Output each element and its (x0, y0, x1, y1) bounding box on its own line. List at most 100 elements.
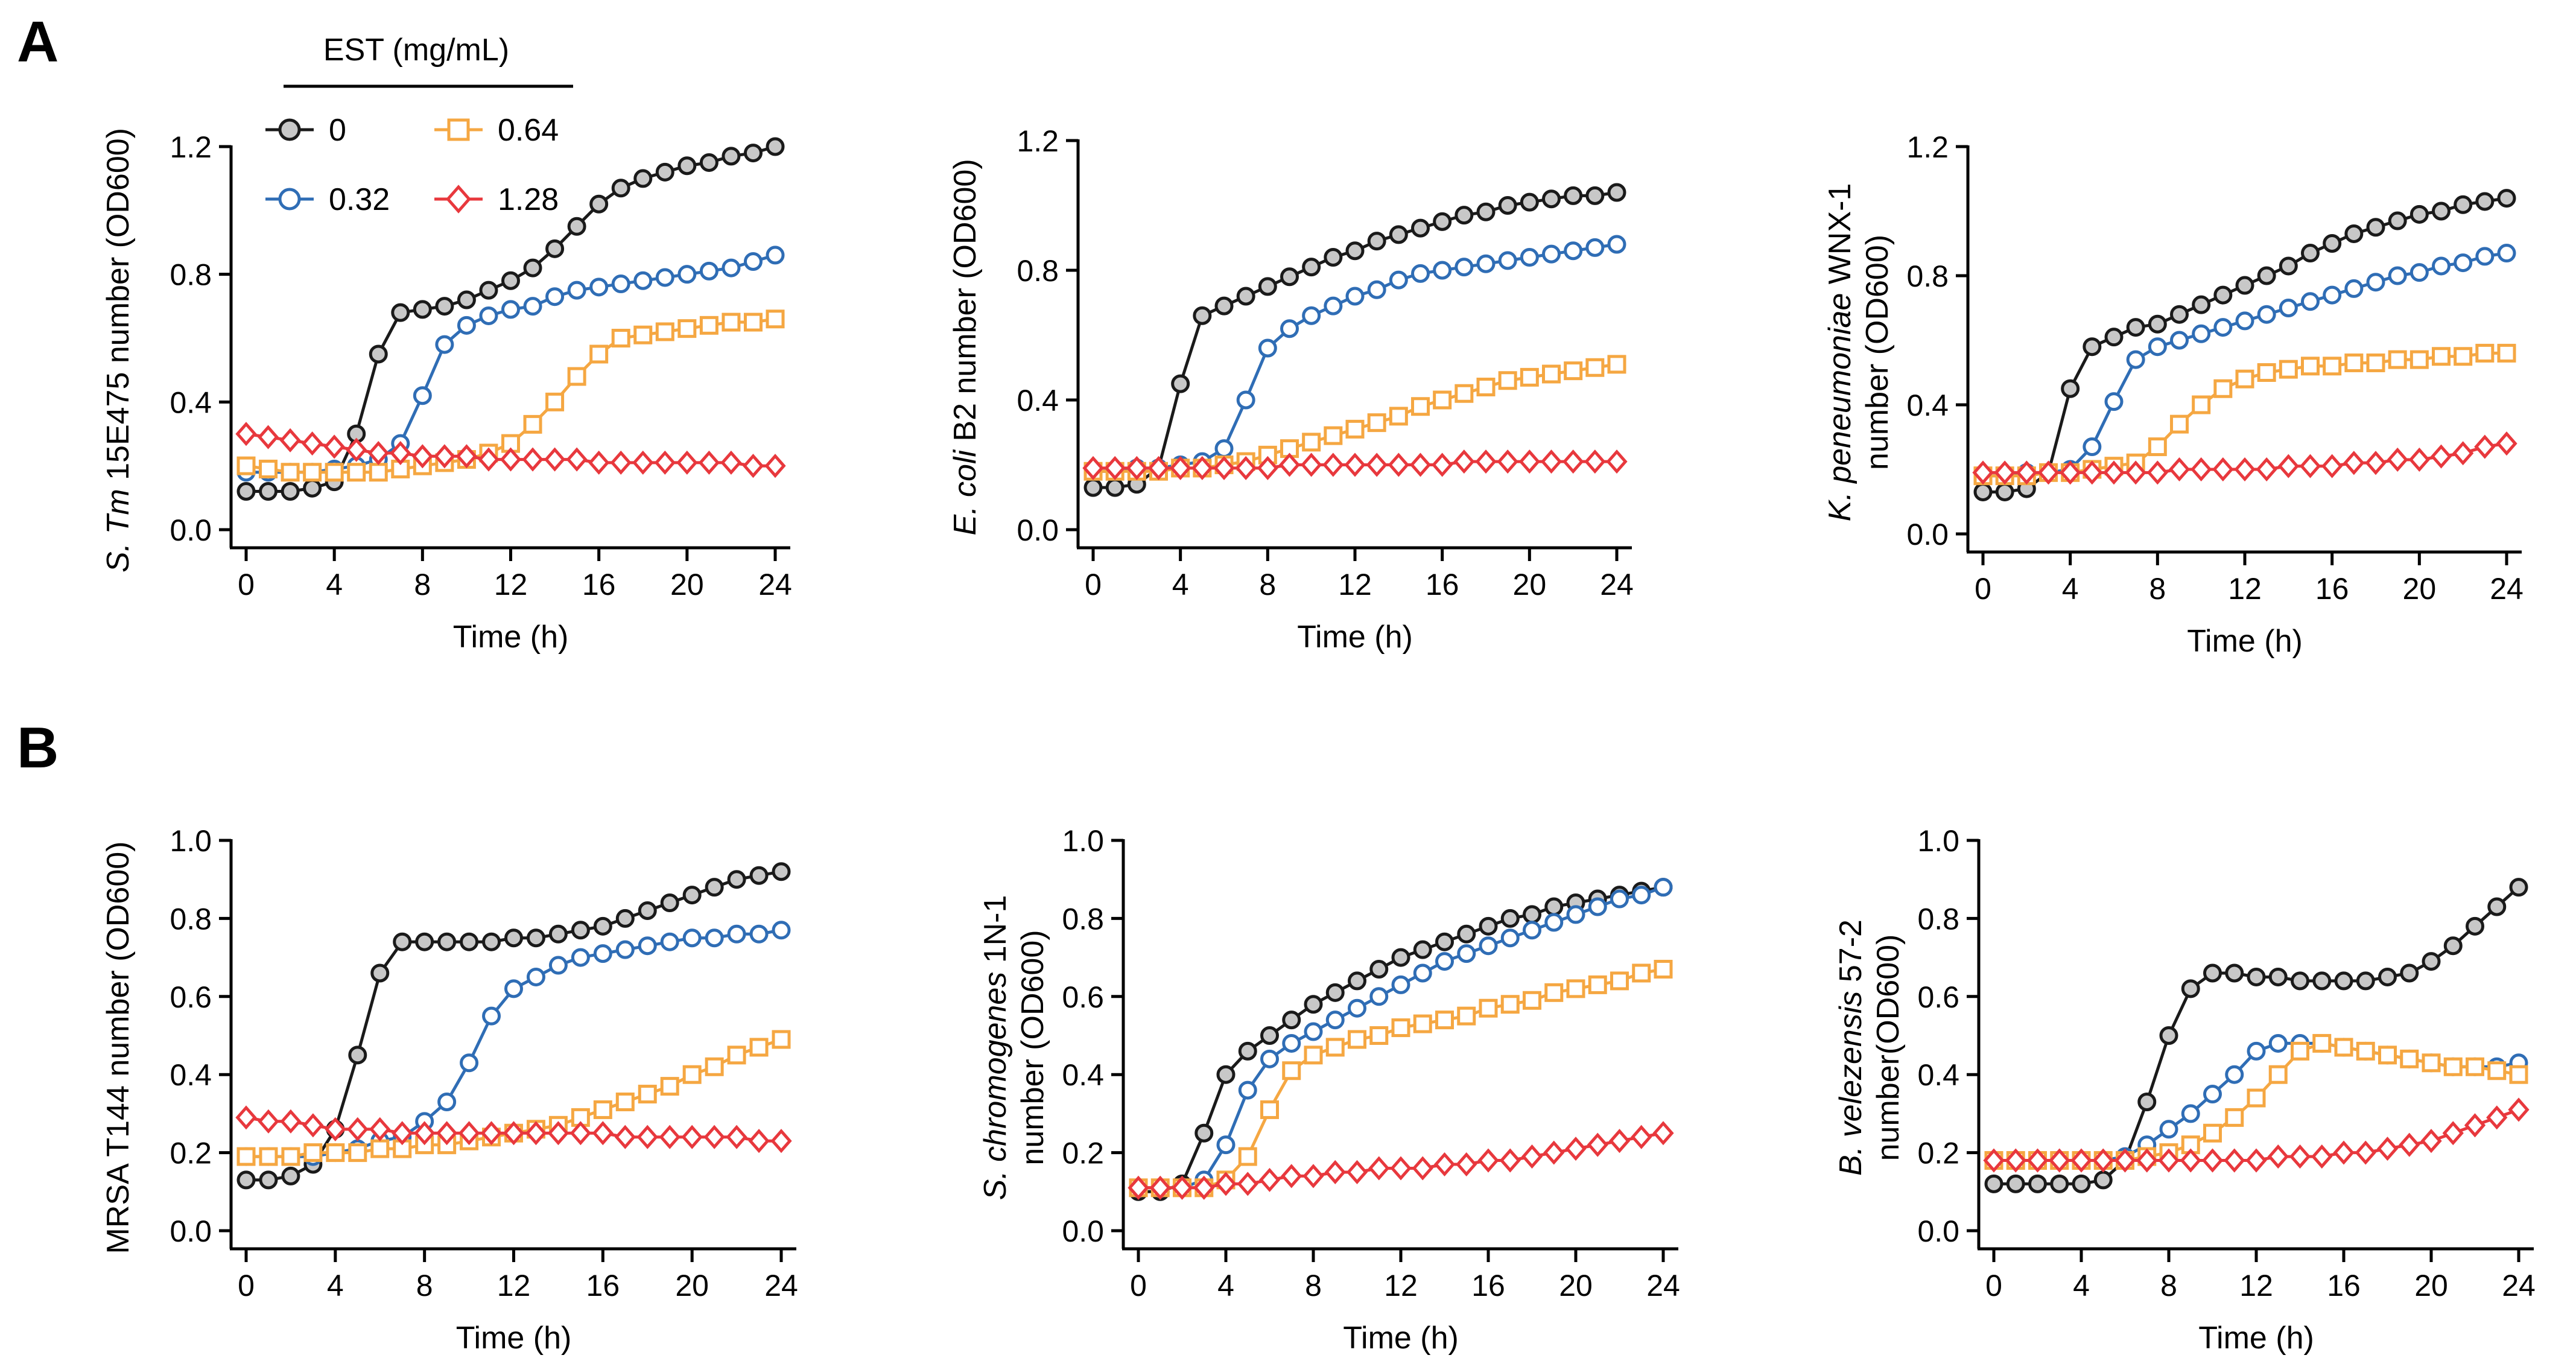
data-point-0 (2356, 971, 2375, 991)
data-point-0 (2006, 1174, 2025, 1193)
axes (219, 839, 796, 1262)
data-point-0.64 (1455, 384, 1474, 403)
y-tick-label: 0.8 (170, 258, 212, 292)
series-1.28 (1128, 1121, 1674, 1200)
x-axis-title: Time (h) (453, 620, 569, 655)
data-point-1.28 (2005, 1148, 2026, 1173)
data-point-0 (1304, 995, 1323, 1014)
data-point-1.28 (1540, 449, 1562, 474)
data-point-0.32 (2432, 256, 2451, 276)
data-point-0.32 (1435, 952, 1454, 971)
data-point-0.32 (2104, 392, 2124, 411)
data-point-0 (1564, 186, 1583, 205)
data-point-0 (2170, 305, 2189, 324)
data-point-0 (369, 344, 388, 364)
x-tick-label: 8 (414, 568, 431, 601)
data-point-0.64 (611, 329, 630, 347)
data-point-1.28 (764, 454, 786, 478)
data-point-1.28 (1366, 452, 1388, 477)
data-point-0.64 (567, 367, 586, 386)
data-point-0.32 (2159, 1120, 2178, 1139)
data-point-1.28 (610, 450, 632, 475)
data-point-1.28 (2343, 451, 2365, 475)
data-point-0 (749, 866, 769, 885)
data-point-1.28 (1562, 449, 1584, 474)
data-point-0.32 (567, 281, 586, 300)
data-point-0 (1500, 909, 1520, 928)
data-point-1.28 (1082, 455, 1104, 480)
data-point-1.28 (2387, 447, 2408, 472)
data-point-0.64 (281, 1147, 300, 1166)
data-point-1.28 (1213, 455, 1235, 480)
data-point-0 (682, 886, 702, 905)
data-point-0 (2409, 205, 2429, 224)
data-point-0.64 (1411, 397, 1430, 416)
y-tick-label: 0.8 (1062, 902, 1104, 936)
data-point-0.64 (749, 1038, 769, 1057)
data-point-0.32 (660, 932, 679, 951)
y-tick-label: 0.0 (170, 1214, 212, 1248)
data-point-0 (1391, 948, 1410, 967)
axes (219, 145, 790, 561)
data-point-0.32 (1544, 913, 1564, 932)
data-point-0.64 (1367, 413, 1386, 433)
data-point-1.28 (2376, 1137, 2399, 1161)
data-point-0 (1411, 218, 1430, 238)
data-point-0.32 (766, 246, 785, 265)
data-point-0 (2072, 1174, 2091, 1193)
data-point-0 (677, 156, 697, 176)
x-tick-label: 8 (1305, 1269, 1322, 1302)
legend-label-0.32: 0.32 (329, 182, 390, 217)
data-point-0 (772, 862, 791, 881)
data-point-1.28 (2234, 457, 2256, 482)
data-point-0.32 (501, 300, 520, 319)
data-point-1.28 (2464, 1113, 2486, 1138)
data-point-0.64 (2466, 1057, 2484, 1076)
data-point-1.28 (1128, 1175, 1149, 1200)
data-point-0.32 (2126, 350, 2145, 369)
data-point-0.32 (2247, 1041, 2266, 1061)
data-point-0.64 (1435, 1011, 1454, 1030)
data-point-0.64 (2203, 1123, 2222, 1143)
data-point-0.64 (1588, 975, 1607, 994)
data-point-0.64 (2334, 1038, 2353, 1057)
data-point-0.32 (1457, 944, 1476, 963)
data-point-1.28 (569, 1121, 592, 1146)
data-point-1.28 (1994, 460, 2016, 485)
data-point-0.64 (2257, 363, 2276, 382)
data-point-0.64 (2148, 437, 2167, 457)
x-tick-label: 16 (1471, 1269, 1505, 1302)
data-point-1.28 (1278, 452, 1301, 477)
series-1.28 (1983, 1097, 2530, 1173)
data-point-0.32 (479, 306, 498, 325)
y-tick-label: 0.6 (170, 980, 212, 1014)
data-point-0 (1523, 905, 1541, 924)
data-point-0 (1542, 189, 1561, 209)
series-0 (1129, 878, 1673, 1201)
data-point-0.32 (1498, 251, 1517, 270)
data-point-0 (2432, 201, 2451, 221)
y-axis-title-line2: number (OD600) (1015, 930, 1050, 1165)
y-axis-title: E. coli B2 number (OD600) (948, 159, 983, 535)
data-point-0 (2454, 195, 2473, 214)
legend-marker-0.64 (447, 118, 470, 141)
data-point-1.28 (1257, 455, 1278, 480)
data-point-1.28 (742, 454, 764, 478)
data-point-0.64 (1391, 1018, 1410, 1038)
data-point-0 (1348, 971, 1366, 991)
data-point-0 (2181, 979, 2200, 998)
data-point-1.28 (411, 444, 433, 469)
data-point-0 (370, 963, 390, 983)
data-point-0.64 (2475, 343, 2495, 363)
data-point-0.32 (2454, 253, 2473, 273)
x-axis-title: Time (h) (1297, 620, 1413, 655)
data-point-0.32 (1479, 936, 1498, 956)
data-point-1.28 (436, 1121, 458, 1146)
data-point-1.28 (1235, 455, 1257, 480)
data-point-0.32 (457, 316, 476, 335)
axes (1066, 139, 1632, 561)
data-point-1.28 (2146, 460, 2168, 485)
data-point-0 (2159, 1026, 2178, 1045)
x-tick-label: 4 (327, 1269, 344, 1302)
data-point-0.64 (705, 1057, 724, 1076)
